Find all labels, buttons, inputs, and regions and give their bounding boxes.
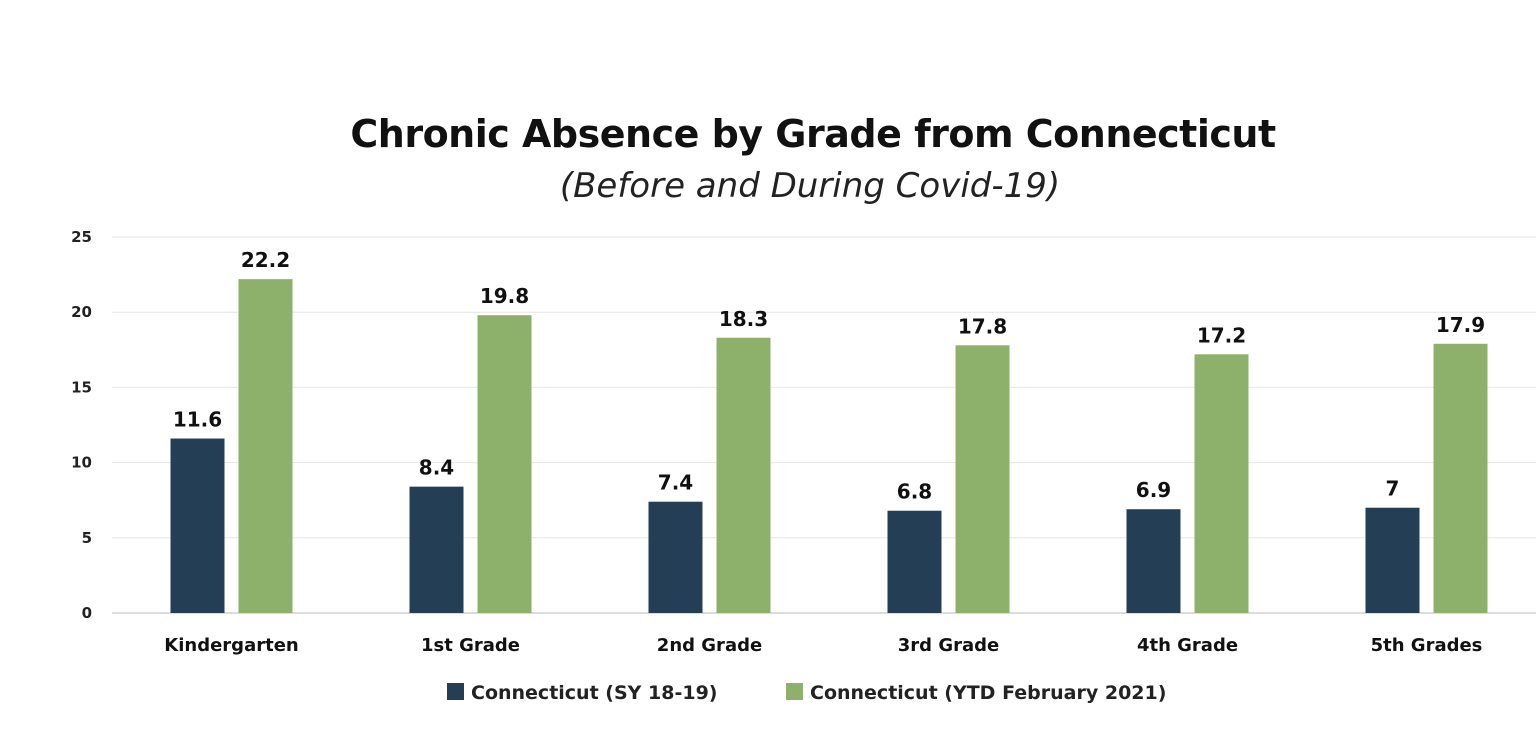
bar-sy-18-19-3 <box>887 510 942 613</box>
bar-ytd-2021-0 <box>238 279 293 613</box>
gridlines <box>112 236 1536 614</box>
data-label: 7 <box>1386 477 1400 501</box>
data-label: 8.4 <box>419 456 454 480</box>
data-labels: 11.6 22.2 8.4 19.8 7.4 18.3 6.8 17.8 6.9 17.2 7 17.… <box>173 248 1485 504</box>
bar-ytd-2021-3 <box>955 345 1010 613</box>
bar-sy-18-19-4 <box>1126 509 1181 613</box>
data-label: 6.8 <box>897 480 932 504</box>
bar-sy-18-19-5 <box>1365 507 1420 613</box>
legend: Connecticut (SY 18-19) Connecticut (YTD F… <box>447 682 1166 704</box>
y-axis-ticks: 0 5 10 15 20 25 <box>71 228 92 622</box>
x-category-label: 4th Grade <box>1137 635 1238 656</box>
y-tick-label: 10 <box>71 454 92 472</box>
y-tick-label: 5 <box>82 529 92 547</box>
data-label: 7.4 <box>658 471 693 495</box>
bar-ytd-2021-2 <box>716 337 771 613</box>
y-tick-label: 25 <box>71 228 92 246</box>
data-label: 19.8 <box>480 284 529 308</box>
data-label: 18.3 <box>719 307 768 331</box>
legend-swatch <box>447 683 464 700</box>
bar-sy-18-19-2 <box>648 501 703 613</box>
x-category-label: 2nd Grade <box>657 635 762 656</box>
bar-ytd-2021-5 <box>1433 343 1488 613</box>
data-label: 17.8 <box>958 314 1007 338</box>
y-tick-label: 0 <box>82 604 92 622</box>
legend-label: Connecticut (YTD February 2021) <box>810 682 1166 704</box>
x-category-label: 3rd Grade <box>898 635 999 656</box>
y-tick-label: 15 <box>71 378 92 396</box>
legend-swatch <box>786 683 803 700</box>
x-category-label: Kindergarten <box>164 635 298 656</box>
bars <box>170 279 1488 613</box>
chart-subtitle: (Before and During Covid-19) <box>559 166 1061 206</box>
chart-title: Chronic Absence by Grade from Connecticu… <box>350 112 1276 156</box>
bar-ytd-2021-1 <box>477 315 532 613</box>
x-axis-categories: Kindergarten 1st Grade 2nd Grade 3rd Grade 4… <box>164 635 1482 656</box>
x-category-label: 5th Grades <box>1371 635 1483 656</box>
bar-sy-18-19-1 <box>409 486 464 613</box>
x-category-label: 1st Grade <box>421 635 520 656</box>
data-label: 11.6 <box>173 408 222 432</box>
data-label: 17.9 <box>1436 313 1485 337</box>
bar-sy-18-19-0 <box>170 438 225 613</box>
bar-ytd-2021-4 <box>1194 354 1249 613</box>
y-tick-label: 20 <box>71 303 92 321</box>
data-label: 6.9 <box>1136 478 1171 502</box>
data-label: 17.2 <box>1197 323 1246 347</box>
data-label: 22.2 <box>241 248 290 272</box>
legend-label: Connecticut (SY 18-19) <box>471 682 717 704</box>
